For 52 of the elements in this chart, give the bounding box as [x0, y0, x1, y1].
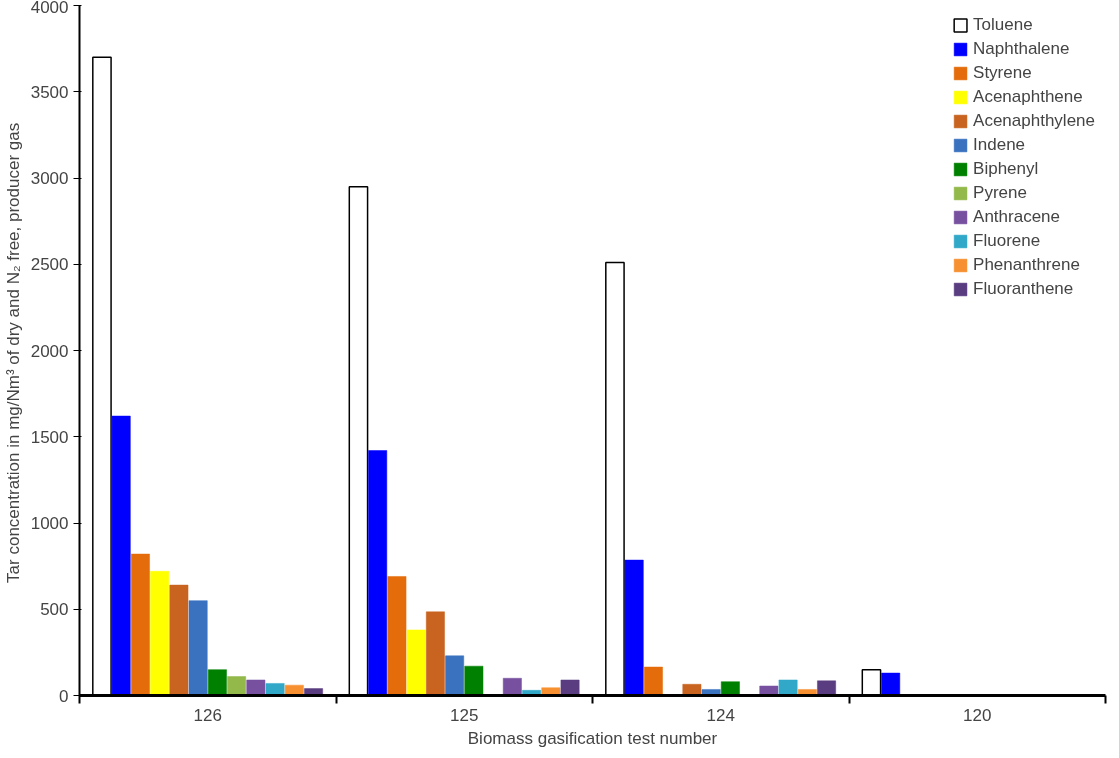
y-tick-label: 4000 — [30, 0, 69, 17]
y-tick-label: 2500 — [30, 255, 69, 275]
y-tick-label: 2000 — [30, 341, 69, 361]
y-tick-label: 3000 — [30, 169, 69, 188]
legend-label: Fluoranthene — [973, 279, 1074, 299]
bar — [406, 629, 426, 696]
bar — [131, 553, 150, 696]
legend-label: Phenanthrene — [973, 255, 1080, 275]
bar — [624, 559, 644, 696]
bar — [368, 450, 388, 696]
bar — [502, 678, 522, 696]
legend-label: Fluorene — [973, 231, 1041, 251]
y-tick-label: 1500 — [30, 427, 69, 447]
legend-label: Pyrene — [973, 183, 1027, 203]
x-tick-label: 124 — [706, 705, 735, 725]
y-tick-label: 3500 — [30, 82, 69, 102]
bar — [227, 676, 246, 696]
bar — [720, 681, 740, 696]
x-tick-label: 126 — [193, 705, 222, 725]
legend-label: Acenaphthene — [973, 87, 1083, 107]
bar — [778, 679, 798, 696]
bar — [169, 584, 189, 696]
bar — [265, 683, 285, 696]
bar — [644, 666, 663, 696]
legend-label: Acenaphthylene — [973, 111, 1095, 131]
bar — [464, 665, 484, 696]
bar — [246, 679, 266, 696]
bar — [188, 600, 208, 696]
legend-label: Indene — [973, 135, 1026, 155]
x-tick-label: 120 — [963, 705, 992, 725]
legend-label: Styrene — [973, 63, 1032, 83]
bar — [150, 571, 170, 696]
bar — [881, 672, 901, 696]
bar — [759, 685, 779, 696]
bar — [560, 679, 580, 696]
y-tick-label: 0 — [59, 686, 69, 706]
bar — [111, 415, 131, 696]
y-tick-label: 500 — [40, 600, 69, 620]
y-axis-title: Tar concentration in mg/Nm³ of dry and N₂ free, producer gas — [3, 122, 23, 583]
x-tick-label: 125 — [450, 705, 479, 725]
bar — [387, 576, 407, 696]
legend-label: Anthracene — [973, 207, 1061, 227]
legend-label: Toluene — [973, 15, 1033, 35]
legend-label: Naphthalene — [973, 39, 1070, 59]
bar — [426, 611, 445, 696]
bar — [682, 684, 702, 696]
x-axis-title: Biomass gasification test number — [467, 728, 718, 748]
y-tick-label: 1000 — [30, 514, 69, 533]
bar — [445, 655, 465, 696]
legend-label: Biphenyl — [973, 159, 1039, 179]
bar — [817, 680, 836, 696]
bar — [207, 669, 227, 696]
